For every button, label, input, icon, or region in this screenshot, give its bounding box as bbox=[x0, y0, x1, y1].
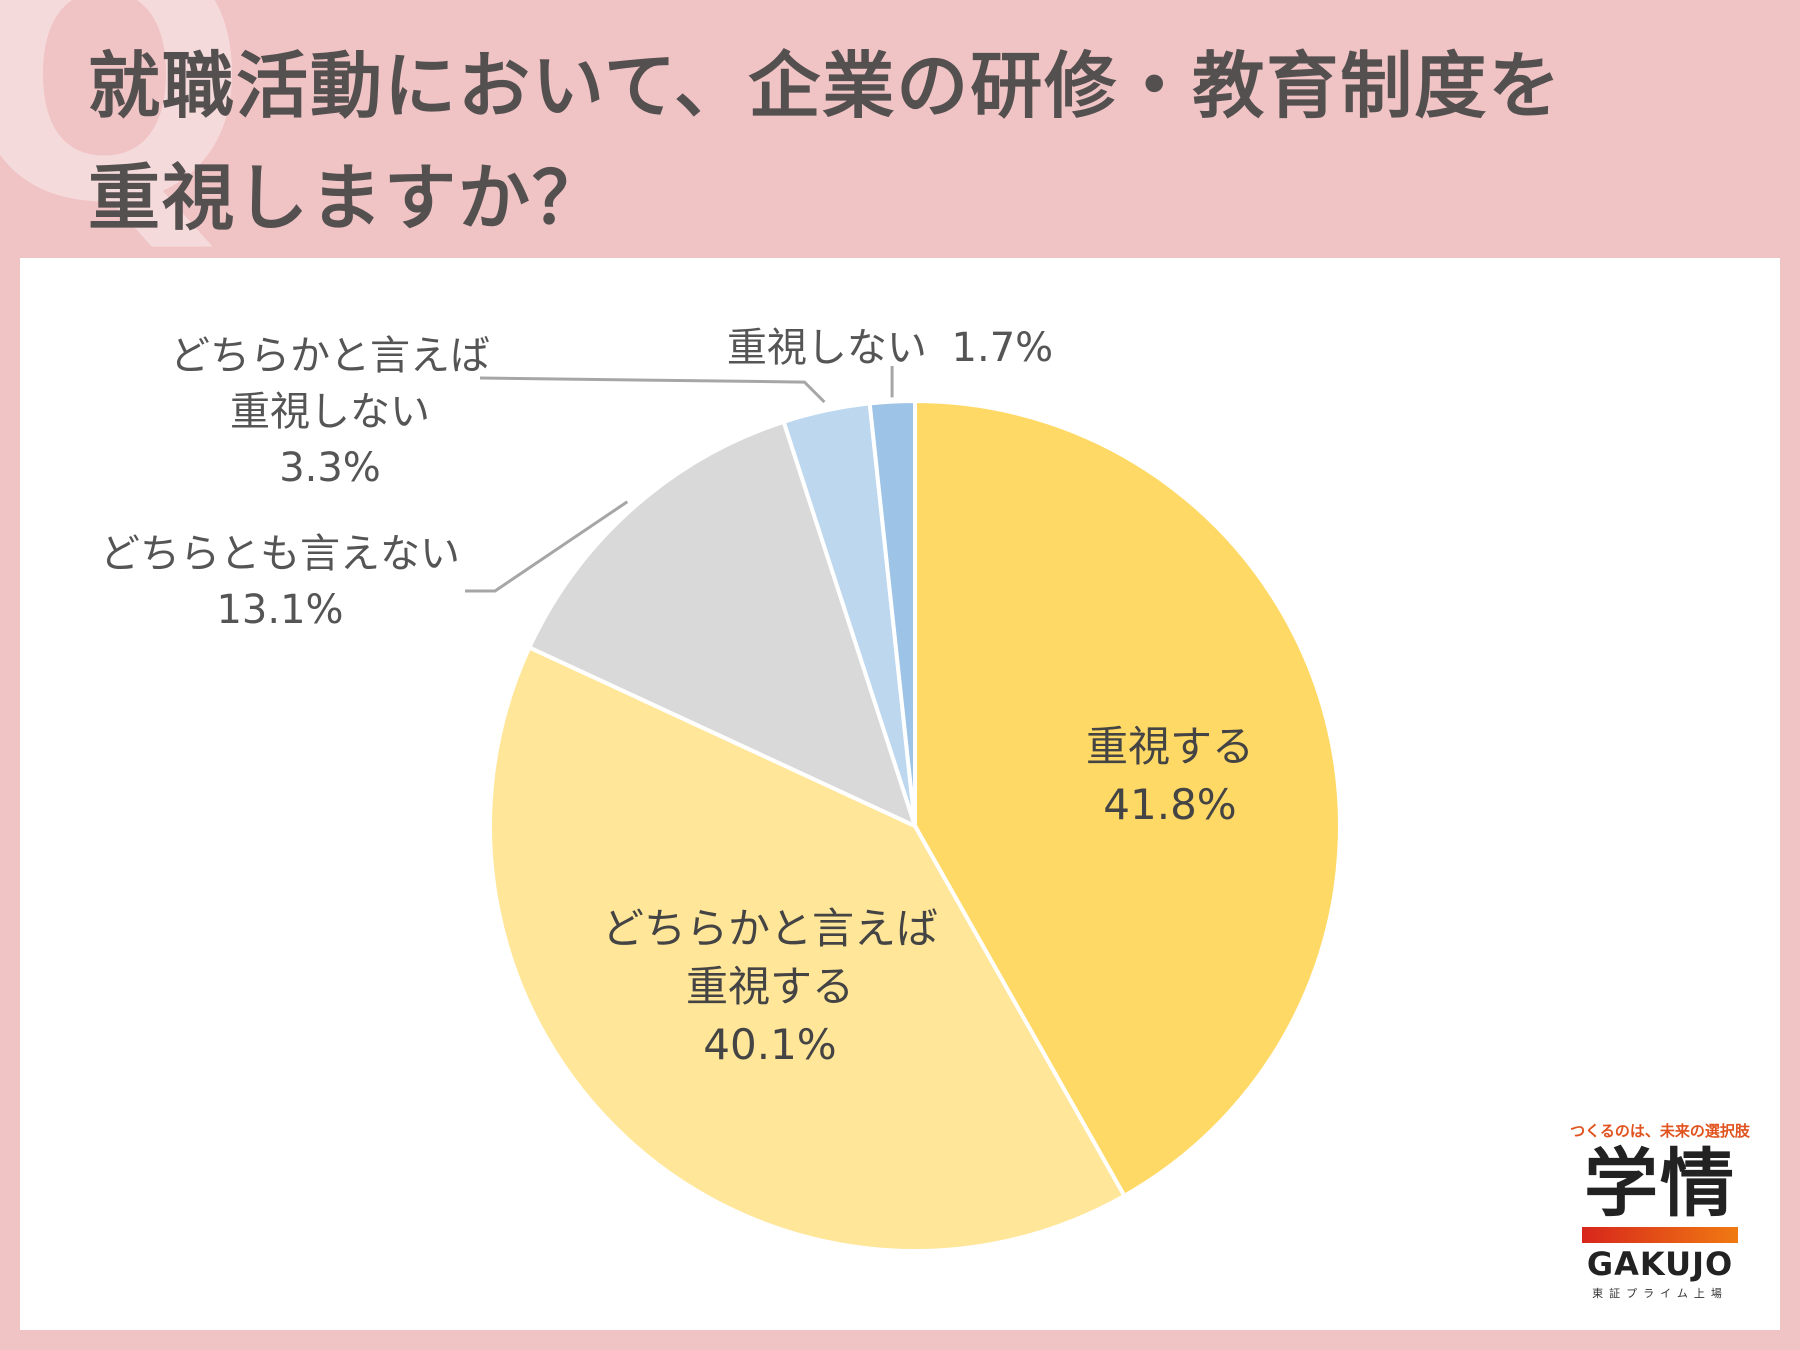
pie-slice-dochiraka-juushi-suru bbox=[488, 644, 1128, 1253]
logo-brand-jp: 学情 bbox=[1584, 1141, 1736, 1227]
logo-tagline: つくるのは、未来の選択肢 bbox=[1570, 1122, 1750, 1140]
q-watermark-icon: Q bbox=[0, 0, 250, 278]
slice-label-dochiraka-juushi-suru: どちらかと言えば 重視する 40.1% bbox=[580, 900, 960, 1074]
page-title: 就職活動において、企業の研修・教育制度を 重視しますか？ bbox=[88, 30, 1768, 254]
slice-label-line: 重視しない bbox=[230, 389, 430, 435]
logo-gradient-bar bbox=[1582, 1227, 1738, 1243]
slice-label-juushi-suru: 重視する 41.8% bbox=[1020, 718, 1320, 834]
slice-label-line: 重視する bbox=[685, 962, 854, 1011]
pie-chart bbox=[465, 366, 1342, 1253]
leader-line-dochiraka-juushi-shinai bbox=[479, 376, 826, 404]
slice-label-line: どちらかと言えば bbox=[601, 904, 938, 953]
slice-value: 3.3% bbox=[279, 445, 381, 491]
slice-label-line: どちらとも言えない bbox=[100, 531, 460, 577]
slice-label-juushi-shinai: 重視しない 1.7% bbox=[720, 320, 1060, 376]
slice-value: 1.7% bbox=[951, 325, 1054, 371]
title-line-2: 重視しますか？ bbox=[88, 156, 607, 240]
slice-label-line: 重視しない bbox=[726, 325, 927, 371]
chart-panel: 重視する 41.8% どちらかと言えば 重視する 40.1% どちらとも言えない… bbox=[20, 258, 1780, 1330]
slice-value: 13.1% bbox=[216, 587, 344, 633]
slice-label-line: 重視する bbox=[1085, 722, 1254, 771]
slice-label-line: どちらかと言えば bbox=[170, 333, 490, 379]
slice-value: 41.8% bbox=[1103, 780, 1237, 829]
pie-slice-juushi-shinai bbox=[867, 398, 917, 827]
logo-brand-en: GAKUJO bbox=[1586, 1245, 1734, 1283]
pie-slice-dochira-tomo bbox=[526, 419, 919, 830]
pie-slice-juushi-suru bbox=[913, 398, 1342, 1199]
slice-value: 40.1% bbox=[703, 1020, 837, 1069]
slice-label-dochiraka-juushi-shinai: どちらかと言えば 重視しない 3.3% bbox=[160, 328, 500, 496]
leader-line-dochira-tomo bbox=[465, 500, 629, 593]
logo-listing: 東証プライム上場 bbox=[1592, 1287, 1728, 1300]
gakujo-logo: つくるのは、未来の選択肢 学情 GAKUJO 東証プライム上場 bbox=[1560, 1120, 1760, 1301]
slice-label-dochira-tomo: どちらとも言えない 13.1% bbox=[90, 526, 470, 638]
title-line-1: 就職活動において、企業の研修・教育制度を bbox=[88, 44, 1563, 128]
